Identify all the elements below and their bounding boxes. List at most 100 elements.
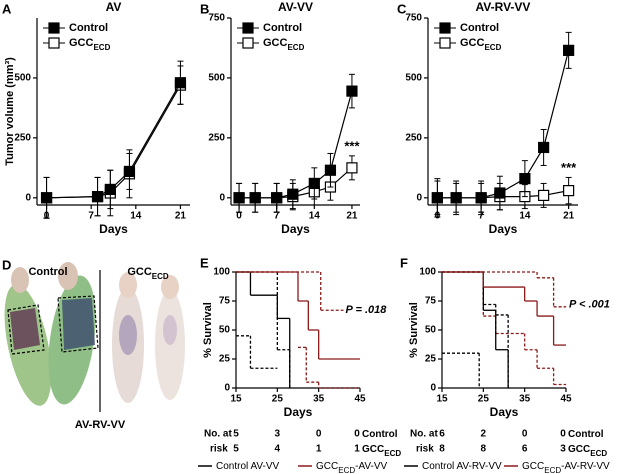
mouse — [4, 267, 52, 406]
x-tick-label: 14 — [309, 211, 321, 222]
marker — [519, 173, 531, 185]
panel-letter: C — [397, 1, 407, 16]
label-text: GCC — [522, 461, 544, 472]
p-value: P < .001 — [569, 298, 610, 310]
x-tick-label: 45 — [354, 394, 366, 405]
x-tick-label: 7 — [88, 211, 94, 222]
photo: D Control GCCECD AV-RV-VV — [0, 257, 200, 431]
risk-row-label: GCCECD — [568, 444, 607, 458]
risk-value: 1 — [354, 444, 360, 455]
risk-header: risk — [416, 444, 434, 455]
panel-letter: D — [2, 257, 11, 272]
marker — [450, 192, 462, 204]
risk-header: No. at — [204, 429, 232, 440]
series-line — [437, 50, 570, 199]
photo-caption: AV-RV-VV — [75, 419, 126, 431]
x-tick-label: 21 — [346, 211, 358, 222]
x-tick-label: 35 — [313, 394, 325, 405]
risk-value: 2 — [481, 429, 487, 440]
x-axis-label: Days — [284, 405, 313, 419]
marker — [91, 191, 104, 203]
marker — [123, 165, 136, 178]
legend-label: GCCECD — [460, 37, 502, 52]
y-tick-label: 0 — [416, 192, 422, 203]
marker — [431, 192, 443, 204]
x-tick-label: 45 — [560, 394, 572, 405]
y-tick-label: 250 — [405, 133, 422, 144]
label-text: Control AV-RV-VV — [422, 461, 502, 472]
group-label: GCCECD — [127, 266, 169, 281]
marker — [249, 192, 261, 204]
marker — [40, 192, 53, 204]
y-tick-label: 25 — [219, 354, 231, 365]
legend-marker — [242, 22, 254, 34]
risk-value: 4 — [275, 444, 281, 455]
risk-value: 5 — [233, 429, 239, 440]
risk-value: 0 — [316, 429, 322, 440]
x-axis-label: Days — [490, 405, 519, 419]
mouse — [112, 272, 144, 403]
y-tick-label: 0 — [430, 383, 436, 394]
marker — [563, 44, 575, 56]
label-text: Control — [568, 429, 604, 440]
risk-value: 0 — [522, 429, 528, 440]
risk-row-label: Control — [568, 429, 604, 440]
x-tick-label: 7 — [274, 211, 280, 222]
marker — [308, 177, 320, 190]
x-tick-label: 25 — [478, 394, 490, 405]
risk-header: risk — [210, 444, 228, 455]
panel-letter: E — [200, 255, 209, 270]
marker — [104, 183, 116, 196]
x-tick-label: 14 — [130, 211, 142, 222]
marker — [346, 162, 358, 174]
x-tick-label: 15 — [436, 394, 448, 405]
y-tick-label: 50 — [219, 325, 231, 336]
y-tick-label: 100 — [419, 267, 436, 278]
risk-row-label: GCCECD — [362, 444, 401, 458]
y-tick-label: 500 — [208, 73, 225, 84]
annotation: *** — [561, 160, 577, 175]
legend-marker — [48, 37, 60, 49]
x-tick-label: 0 — [236, 211, 242, 222]
label-text: GCC — [127, 266, 152, 278]
marker — [538, 141, 550, 154]
legend-label: GCCECD — [69, 37, 111, 52]
risk-row-label: Control — [362, 429, 398, 440]
x-tick-label: 14 — [519, 211, 531, 222]
marker — [271, 192, 283, 204]
chart-title: AV-RV-VV — [476, 0, 531, 14]
label-text: Control — [69, 22, 108, 34]
label-subscript: ECD — [590, 449, 607, 458]
mouse — [155, 275, 185, 400]
x-tick-label: 21 — [563, 211, 575, 222]
label-subscript: ECD — [287, 43, 304, 52]
label-subscript: ECD — [484, 43, 501, 52]
y-tick-label: 500 — [14, 73, 31, 84]
legend-label: Control AV-VV — [216, 461, 280, 472]
chart-title: AV — [106, 0, 122, 14]
x-tick-label: 7 — [478, 211, 484, 222]
panel-letter: B — [200, 1, 209, 16]
risk-value: 6 — [522, 444, 528, 455]
label-text: -AV-RV-VV — [561, 461, 610, 472]
marker — [233, 192, 245, 204]
legend-label: Control — [460, 22, 499, 34]
label-subscript: ECD — [152, 272, 169, 281]
x-tick-label: 21 — [175, 211, 187, 222]
y-axis-label: Tumor volume (mm³) — [4, 57, 16, 166]
marker — [494, 187, 506, 199]
y-tick-label: 75 — [219, 296, 231, 307]
marker — [287, 188, 299, 200]
label-text: GCC — [460, 37, 485, 49]
x-axis-label: Days — [489, 222, 518, 236]
risk-value: 5 — [233, 444, 239, 455]
label-text: GCC — [69, 37, 94, 49]
risk-value: 3 — [560, 444, 566, 455]
label-text: -AV-VV — [355, 461, 387, 472]
label-text: Control AV-VV — [216, 461, 280, 472]
label-subscript: ECD — [93, 43, 110, 52]
risk-value: 8 — [439, 444, 445, 455]
legend-label: Control — [263, 22, 302, 34]
mouse — [48, 262, 99, 405]
group-label: Control — [28, 266, 67, 278]
